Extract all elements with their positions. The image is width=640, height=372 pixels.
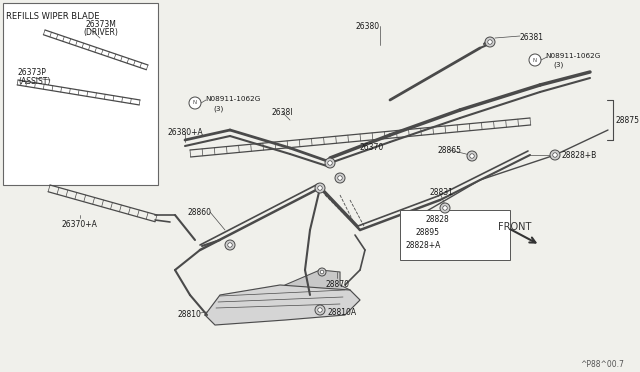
Circle shape	[328, 161, 332, 165]
Circle shape	[485, 37, 495, 47]
Circle shape	[320, 270, 324, 274]
Text: (ASSIST): (ASSIST)	[18, 77, 51, 86]
Text: 26373M: 26373M	[85, 20, 116, 29]
Polygon shape	[285, 270, 350, 290]
Text: REFILLS WIPER BLADE: REFILLS WIPER BLADE	[6, 12, 99, 21]
Text: 26380+A: 26380+A	[168, 128, 204, 137]
Text: 28810A: 28810A	[327, 308, 356, 317]
Circle shape	[325, 158, 335, 168]
Circle shape	[225, 240, 235, 250]
Text: 28810: 28810	[178, 310, 202, 319]
Text: N: N	[193, 100, 197, 106]
Circle shape	[529, 54, 541, 66]
Circle shape	[338, 176, 342, 180]
Circle shape	[228, 243, 232, 247]
Text: 28860: 28860	[188, 208, 212, 217]
Circle shape	[467, 151, 477, 161]
Circle shape	[189, 97, 201, 109]
Text: N: N	[533, 58, 537, 62]
Bar	[3, 3, 158, 185]
Circle shape	[488, 40, 492, 44]
Text: 26380: 26380	[355, 22, 379, 31]
Circle shape	[317, 186, 323, 190]
Text: 28865: 28865	[438, 146, 462, 155]
Text: (3): (3)	[553, 62, 563, 68]
Text: N08911-1062G: N08911-1062G	[205, 96, 260, 102]
Bar	[400, 210, 510, 260]
Circle shape	[315, 183, 325, 193]
Text: 28870: 28870	[325, 280, 349, 289]
Circle shape	[317, 308, 323, 312]
Polygon shape	[205, 285, 360, 325]
Text: ^P88^00.7: ^P88^00.7	[580, 360, 624, 369]
Text: 26381: 26381	[520, 33, 544, 42]
Circle shape	[443, 206, 447, 210]
Text: 26370: 26370	[360, 143, 384, 152]
Text: 28828+B: 28828+B	[562, 151, 597, 160]
Text: (DRIVER): (DRIVER)	[83, 28, 118, 37]
Circle shape	[315, 305, 325, 315]
Text: 26370+A: 26370+A	[62, 220, 98, 229]
Text: (3): (3)	[213, 105, 223, 112]
Circle shape	[440, 203, 450, 213]
Text: 28831: 28831	[430, 188, 454, 197]
Text: FRONT: FRONT	[498, 222, 531, 232]
Text: 26373P: 26373P	[18, 68, 47, 77]
Circle shape	[318, 268, 326, 276]
Text: 28828+A: 28828+A	[405, 241, 440, 250]
Text: N08911-1062G: N08911-1062G	[545, 53, 600, 59]
Text: 28895: 28895	[415, 228, 439, 237]
Text: 2638l: 2638l	[272, 108, 294, 117]
Text: 28828: 28828	[425, 215, 449, 224]
Circle shape	[470, 154, 474, 158]
Circle shape	[553, 153, 557, 157]
Circle shape	[335, 173, 345, 183]
Text: 28875: 28875	[616, 116, 640, 125]
Circle shape	[550, 150, 560, 160]
